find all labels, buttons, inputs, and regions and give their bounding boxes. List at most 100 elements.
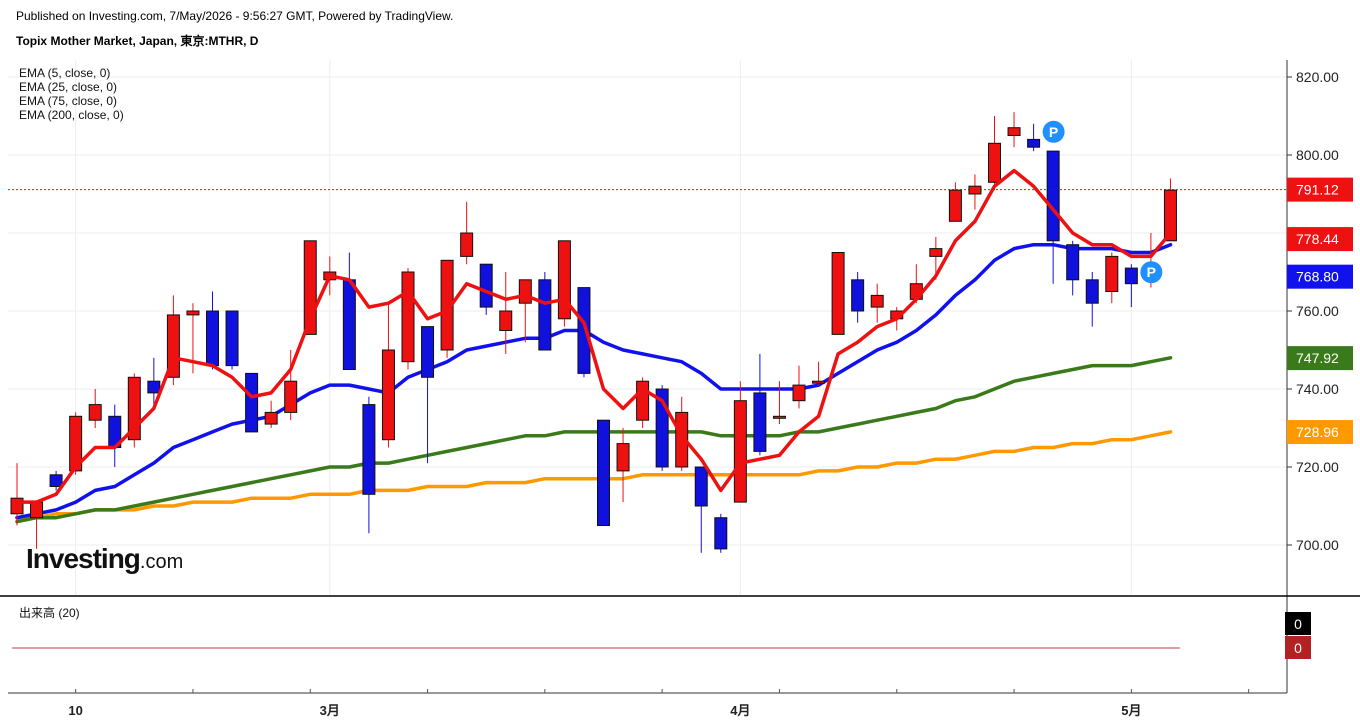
y-tick-label: 740.00 — [1296, 381, 1339, 397]
candle — [969, 175, 981, 210]
y-tick-label: 800.00 — [1296, 147, 1339, 163]
candle — [89, 389, 101, 428]
volume-badge-top-label: 0 — [1294, 616, 1302, 632]
candle-body — [500, 311, 512, 331]
x-tick-label: 3月 — [320, 703, 340, 718]
candle-body — [382, 350, 394, 440]
candle-body — [1086, 280, 1098, 303]
candle-body — [422, 327, 434, 378]
candle-body — [989, 143, 1001, 182]
legend-ema5[interactable]: EMA (5, close, 0) — [19, 66, 124, 80]
investing-logo: Investing.com — [26, 543, 183, 575]
candle — [989, 116, 1001, 190]
candle-body — [558, 241, 570, 319]
candle — [128, 373, 140, 447]
candle-body — [265, 412, 277, 424]
candle-body — [773, 416, 785, 418]
candle-body — [363, 405, 375, 495]
candle — [422, 327, 434, 464]
candle-body — [1125, 268, 1137, 284]
candle-body — [871, 295, 883, 307]
price-badge-label: 747.92 — [1296, 350, 1339, 366]
candle — [1086, 272, 1098, 327]
price-badge: 791.12 — [1287, 178, 1353, 202]
price-badge: 768.80 — [1287, 265, 1353, 289]
pivot-marker-label: P — [1147, 264, 1156, 280]
ema25-line — [17, 245, 1171, 518]
price-badge: 747.92 — [1287, 346, 1353, 370]
candle-body — [598, 420, 610, 525]
candle-body — [715, 518, 727, 549]
candle — [382, 303, 394, 447]
y-axis: 820.00800.00780.00760.00740.00720.00700.… — [1287, 69, 1339, 553]
candle-body — [343, 280, 355, 370]
price-badge-label: 791.12 — [1296, 182, 1339, 198]
candle-body — [480, 264, 492, 307]
candle — [402, 268, 414, 369]
y-tick-label: 760.00 — [1296, 303, 1339, 319]
candle — [265, 401, 277, 428]
candle — [226, 311, 238, 370]
logo-brand: Investing — [26, 543, 140, 574]
price-badge: 778.44 — [1287, 227, 1353, 251]
candle — [852, 272, 864, 323]
logo-suffix: .com — [140, 551, 183, 573]
candle-body — [1067, 245, 1079, 280]
candle — [363, 397, 375, 534]
candle-body — [89, 405, 101, 421]
candle — [246, 373, 258, 432]
candle — [1008, 112, 1020, 147]
x-tick-label: 5月 — [1121, 703, 1141, 718]
legend-ema25[interactable]: EMA (25, close, 0) — [19, 80, 124, 94]
candle-body — [637, 381, 649, 420]
candle — [949, 182, 961, 221]
y-tick-label: 820.00 — [1296, 69, 1339, 85]
candle — [617, 428, 629, 502]
legend-ema200[interactable]: EMA (200, close, 0) — [19, 108, 124, 122]
pivot-marker[interactable]: P — [1140, 261, 1162, 283]
candle-body — [1047, 151, 1059, 241]
candle-body — [187, 311, 199, 315]
candle — [539, 272, 551, 350]
candle-body — [226, 311, 238, 366]
candle-body — [285, 381, 297, 412]
pivot-marker-label: P — [1049, 124, 1058, 140]
candle-body — [813, 381, 825, 383]
candle — [1047, 151, 1059, 284]
candle — [598, 420, 610, 525]
indicator-legend[interactable]: EMA (5, close, 0) EMA (25, close, 0) EMA… — [19, 66, 124, 122]
candle — [715, 514, 727, 553]
legend-ema75[interactable]: EMA (75, close, 0) — [19, 94, 124, 108]
candle-body — [402, 272, 414, 362]
candle — [832, 253, 844, 335]
candle — [813, 362, 825, 385]
candle-body — [207, 311, 219, 366]
volume-badge-bottom-label: 0 — [1294, 640, 1302, 656]
volume-label[interactable]: 出来高 (20) — [19, 604, 80, 621]
candle-body — [1028, 139, 1040, 147]
candle — [1028, 124, 1040, 151]
candle — [1067, 241, 1079, 296]
pivot-marker[interactable]: P — [1043, 121, 1065, 143]
price-badge-label: 728.96 — [1296, 424, 1339, 440]
x-tick-label: 4月 — [730, 703, 750, 718]
candle-body — [1106, 256, 1118, 291]
ema200-line — [17, 432, 1171, 518]
candle — [558, 241, 570, 327]
candle-body — [617, 444, 629, 471]
candle-body — [949, 190, 961, 221]
candle — [109, 405, 121, 467]
candle — [871, 284, 883, 323]
candle — [734, 381, 746, 502]
candle-body — [930, 249, 942, 257]
volume-badge-top: 0 — [1285, 612, 1311, 635]
y-tick-label: 720.00 — [1296, 459, 1339, 475]
candle-body — [461, 233, 473, 256]
price-badge-label: 768.80 — [1296, 269, 1339, 285]
candle — [637, 377, 649, 428]
candle-body — [519, 280, 531, 303]
y-tick-label: 700.00 — [1296, 537, 1339, 553]
candle-body — [148, 381, 160, 393]
